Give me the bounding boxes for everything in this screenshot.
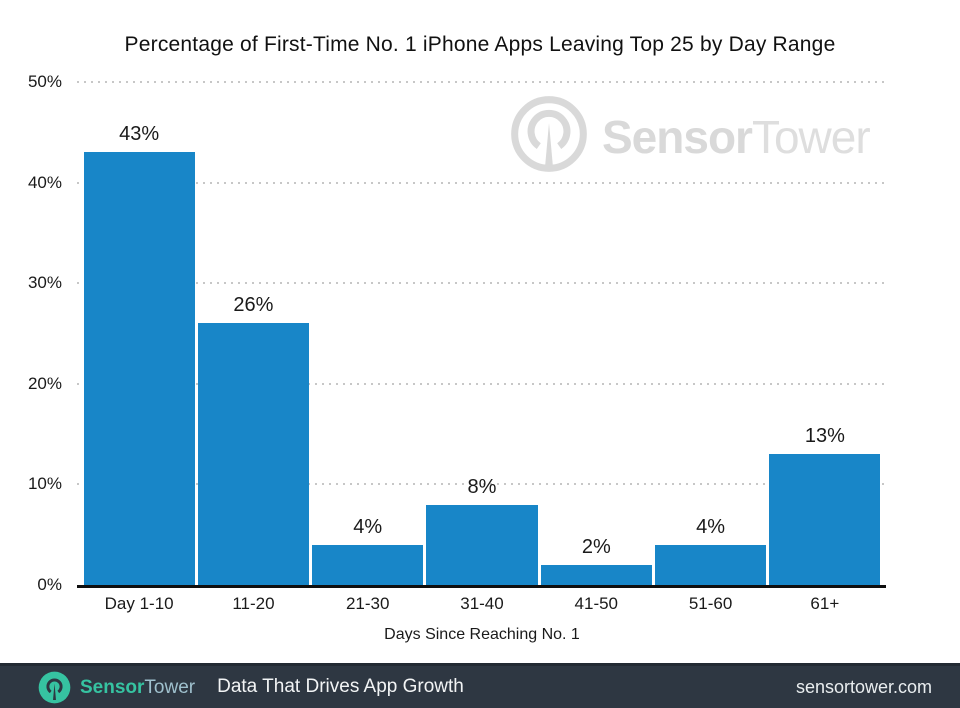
- bar-value-label: 4%: [353, 515, 383, 538]
- chart-title: Percentage of First-Time No. 1 iPhone Ap…: [124, 33, 836, 56]
- y-tick-label: 40%: [27, 172, 62, 192]
- gridline-40: [77, 181, 886, 184]
- bar-value-label: 43%: [119, 123, 160, 146]
- watermark-brand-bold: Sensor: [602, 110, 753, 163]
- y-tick-label: 30%: [27, 273, 62, 293]
- bar-value-label: 26%: [233, 294, 274, 317]
- y-tick-label: 10%: [27, 474, 62, 494]
- bar-61+: [769, 454, 881, 585]
- footer-url: sensortower.com: [795, 676, 932, 697]
- bar-41-50: [540, 564, 652, 585]
- watermark-brand-text: SensorTower: [602, 110, 871, 163]
- bar-value-label: 8%: [467, 475, 497, 498]
- footer-tagline: Data That Drives App Growth: [217, 676, 464, 697]
- x-axis-title: Days Since Reaching No. 1: [384, 626, 580, 643]
- x-tick-label: 21-30: [345, 594, 390, 613]
- bar-value-label: 13%: [804, 425, 845, 448]
- x-axis-line: [77, 585, 886, 588]
- sensortower-logo-icon: [510, 95, 588, 178]
- y-tick-label: 0%: [37, 575, 62, 594]
- footer-brand-light: Tower: [144, 676, 196, 698]
- footer-brand: SensorTower: [38, 671, 195, 704]
- x-tick-label: Day 1-10: [104, 594, 174, 613]
- y-tick-label: 50%: [27, 72, 62, 91]
- bar-21-30: [312, 544, 424, 585]
- bar-value-label: 2%: [581, 535, 611, 558]
- gridline-20: [77, 382, 886, 385]
- gridline-10: [77, 483, 886, 486]
- x-tick-label: 61+: [810, 594, 840, 613]
- footer-bar: SensorTower Data That Drives App Growth …: [0, 663, 960, 708]
- y-tick-label: 20%: [27, 373, 62, 393]
- footer-brand-bold: Sensor: [80, 676, 145, 698]
- gridline-30: [77, 282, 886, 285]
- x-tick-label: 51-60: [688, 594, 733, 613]
- bar-51-60: [654, 544, 767, 585]
- bar-31-40: [426, 504, 538, 585]
- x-tick-label: 11-20: [232, 594, 275, 613]
- watermark: SensorTower: [510, 95, 871, 178]
- x-tick-label: 31-40: [460, 594, 504, 613]
- bar-11-20: [197, 323, 310, 585]
- footer-brand-text: SensorTower: [80, 678, 195, 697]
- x-tick-label: 41-50: [574, 594, 619, 613]
- bar-Day 1-10: [83, 152, 195, 585]
- gridline-50: [77, 81, 886, 83]
- watermark-brand-light: Tower: [751, 110, 871, 163]
- sensortower-footer-logo-icon: [38, 671, 71, 704]
- bar-value-label: 4%: [696, 515, 726, 538]
